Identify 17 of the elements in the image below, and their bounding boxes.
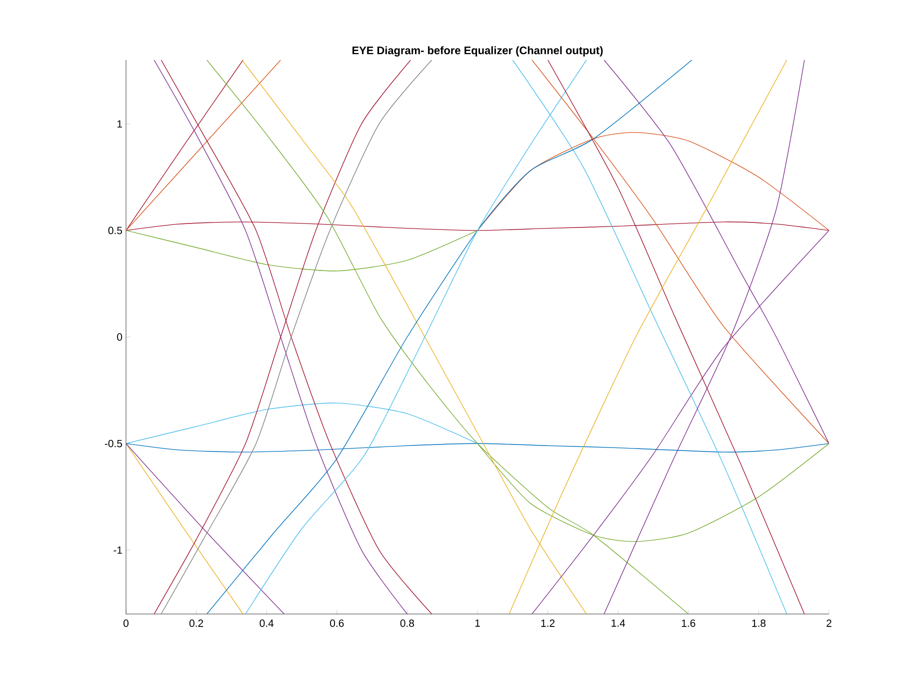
chart-title: EYE Diagram- before Equalizer (Channel output) bbox=[352, 46, 603, 57]
x-tick-label: 2 bbox=[826, 620, 832, 627]
x-tick-label: 0.4 bbox=[260, 620, 274, 627]
y-tick-label: 0 bbox=[117, 333, 122, 341]
x-tick-label: 0.2 bbox=[189, 620, 204, 627]
y-tick-label: -1 bbox=[114, 546, 122, 554]
y-tick-label: -0.5 bbox=[104, 440, 122, 448]
x-tick-label: 1.6 bbox=[682, 620, 696, 627]
y-tick-label: 0.5 bbox=[108, 226, 122, 234]
x-tick-label: 0 bbox=[124, 620, 128, 627]
x-tick-label: 1.8 bbox=[752, 620, 766, 627]
x-tick-label: 0.8 bbox=[400, 620, 414, 627]
x-tick-label: 0.6 bbox=[330, 620, 344, 627]
x-tick-label: 1 bbox=[475, 620, 480, 627]
y-tick-label: 1 bbox=[117, 120, 122, 128]
x-tick-label: 1.4 bbox=[612, 620, 626, 627]
x-tick-label: 1.2 bbox=[541, 620, 555, 627]
